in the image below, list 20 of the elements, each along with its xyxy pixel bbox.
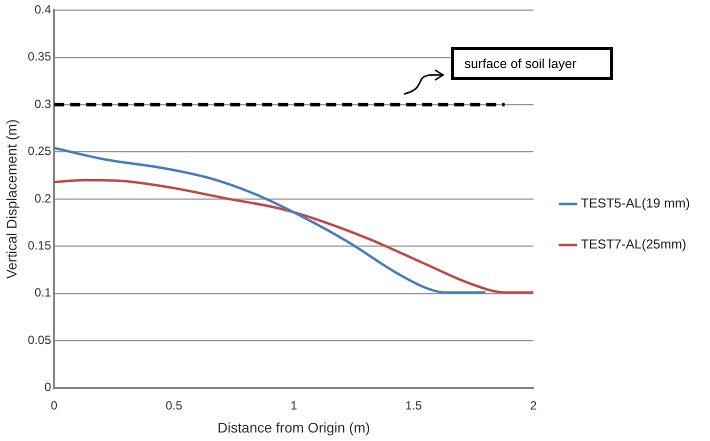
y-tick-label: 0.35 bbox=[28, 50, 52, 64]
x-tick-label: 1.5 bbox=[405, 398, 422, 412]
x-tick-label: 2 bbox=[530, 398, 538, 412]
legend-label: TEST7-AL(25mm) bbox=[580, 236, 686, 252]
line-series bbox=[54, 178, 534, 294]
y-tick-label: 0.4 bbox=[34, 2, 52, 17]
y-tick-label: 0.05 bbox=[28, 332, 52, 347]
line-series bbox=[54, 146, 487, 294]
text-box: surface of soil layer bbox=[451, 46, 614, 80]
legend-label: TEST5-AL(19 mm) bbox=[580, 196, 690, 211]
y-tick-label: 0.2 bbox=[34, 191, 52, 206]
y-tick-label: 0.1 bbox=[34, 286, 52, 300]
y-tick-label: 0.25 bbox=[28, 144, 52, 158]
x-axis-title: Distance from Origin (m) bbox=[218, 419, 370, 436]
y-axis-title: Vertical Displacement (m) bbox=[3, 119, 20, 279]
x-tick-label: 0.5 bbox=[166, 398, 183, 412]
y-tick-label: 0.15 bbox=[28, 238, 52, 253]
y-tick-label: 0 bbox=[44, 380, 52, 394]
y-tick-label: 0.3 bbox=[34, 96, 52, 111]
x-tick-label: 1 bbox=[290, 398, 298, 412]
